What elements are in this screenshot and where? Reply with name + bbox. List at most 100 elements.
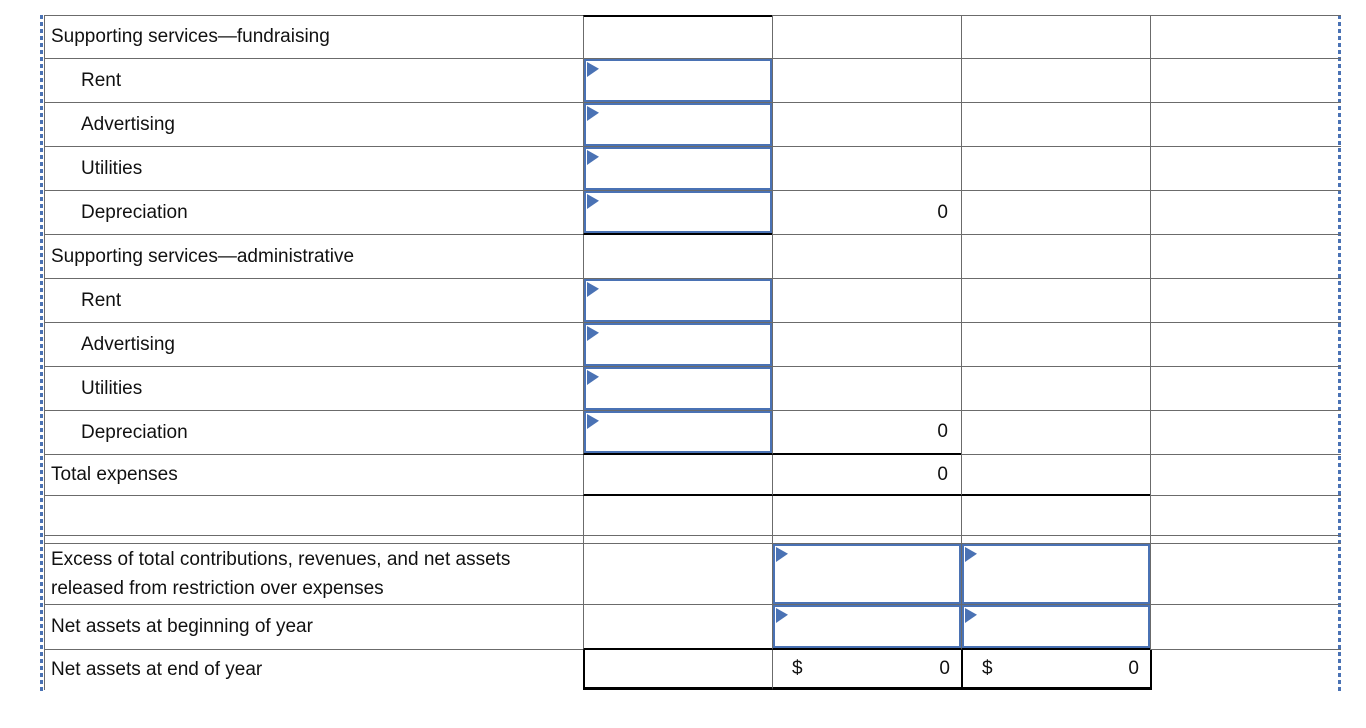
grid-cell — [772, 59, 961, 103]
grid-cell — [772, 496, 961, 536]
table-row: Net assets at beginning of year — [44, 605, 1341, 650]
statement-of-activities-table: Supporting services—fundraising Rent Adv… — [44, 15, 1341, 690]
currency-symbol: $ — [792, 657, 803, 679]
grid-cell — [961, 544, 1150, 605]
grid-cell — [1150, 367, 1341, 411]
total-value: 0 — [939, 657, 950, 679]
answer-input-cell-advertising-fundraising[interactable] — [584, 103, 772, 146]
table-row: Advertising — [44, 103, 1341, 147]
answer-input-cell-excess-col1[interactable] — [773, 544, 961, 604]
grid-cell — [583, 147, 772, 191]
table-row: Supporting services—administrative — [44, 235, 1341, 279]
grid-cell — [961, 235, 1150, 279]
total-cell: $ 0 — [961, 650, 1150, 690]
table-row: Total expenses 0 — [44, 455, 1341, 496]
dropdown-marker-icon — [587, 370, 599, 385]
row-label: Rent — [44, 59, 583, 103]
dropdown-marker-icon — [587, 194, 599, 209]
grid-cell — [1150, 496, 1341, 536]
grid-cell — [772, 235, 961, 279]
value-cell: 0 — [772, 191, 961, 235]
answer-input-cell-net-assets-beginning-col1[interactable] — [773, 605, 961, 648]
answer-input-cell-depreciation-fundraising[interactable] — [584, 191, 772, 233]
grid-cell — [772, 147, 961, 191]
grid-cell — [583, 496, 772, 536]
grid-cell — [583, 544, 772, 605]
grid-cell — [772, 367, 961, 411]
table-row: Utilities — [44, 147, 1341, 191]
dropdown-marker-icon — [587, 326, 599, 341]
grid-cell — [583, 650, 772, 690]
answer-input-cell-net-assets-beginning-col2[interactable] — [962, 605, 1150, 648]
grid-cell — [961, 367, 1150, 411]
value-cell: 0 — [772, 411, 961, 455]
grid-cell — [1150, 15, 1341, 59]
grid-cell — [772, 544, 961, 605]
table-row — [44, 496, 1341, 536]
grid-cell — [583, 279, 772, 323]
row-label: Total expenses — [44, 455, 583, 496]
grid-cell — [961, 496, 1150, 536]
row-label: Net assets at beginning of year — [44, 605, 583, 650]
grid-cell — [772, 323, 961, 367]
grid-cell — [583, 455, 772, 496]
grid-cell — [1150, 650, 1341, 690]
row-label: Net assets at end of year — [44, 650, 583, 690]
grid-cell — [772, 536, 961, 544]
grid-cell — [583, 235, 772, 279]
grid-cell — [1150, 323, 1341, 367]
page-break-right-dashed-line — [1338, 15, 1341, 691]
table-row: Rent — [44, 279, 1341, 323]
grid-cell — [583, 59, 772, 103]
grid-cell — [583, 15, 772, 59]
answer-input-cell-rent-fundraising[interactable] — [584, 59, 772, 102]
table-row: Excess of total contributions, revenues,… — [44, 544, 1341, 605]
grid-cell — [961, 536, 1150, 544]
answer-input-cell-excess-col2[interactable] — [962, 544, 1150, 604]
dropdown-marker-icon — [776, 608, 788, 623]
dropdown-marker-icon — [587, 62, 599, 77]
grid-cell — [961, 411, 1150, 455]
grid-cell — [583, 605, 772, 650]
grid-cell — [961, 455, 1150, 496]
total-value: 0 — [1128, 657, 1139, 679]
grid-cell — [772, 605, 961, 650]
table-row: Advertising — [44, 323, 1341, 367]
row-label: Advertising — [44, 323, 583, 367]
page-break-left-dashed-line — [40, 15, 43, 691]
grid-cell — [1150, 147, 1341, 191]
answer-input-cell-advertising-administrative[interactable] — [584, 323, 772, 366]
answer-input-cell-rent-administrative[interactable] — [584, 279, 772, 322]
dropdown-marker-icon — [587, 282, 599, 297]
grid-cell — [961, 15, 1150, 59]
grid-cell — [961, 147, 1150, 191]
grid-cell — [44, 536, 583, 544]
answer-input-cell-utilities-fundraising[interactable] — [584, 147, 772, 190]
grid-cell — [1150, 605, 1341, 650]
grid-cell — [961, 191, 1150, 235]
answer-input-cell-utilities-administrative[interactable] — [584, 367, 772, 410]
row-label: Supporting services—administrative — [44, 235, 583, 279]
grid-cell — [1150, 191, 1341, 235]
value-cell: 0 — [772, 455, 961, 496]
grid-cell — [1150, 544, 1341, 605]
table-row: Rent — [44, 59, 1341, 103]
grid-cell — [772, 15, 961, 59]
dropdown-marker-icon — [587, 150, 599, 165]
grid-cell — [583, 323, 772, 367]
grid-cell — [1150, 455, 1341, 496]
dropdown-marker-icon — [776, 547, 788, 562]
table-row: Net assets at end of year $ 0 $ 0 — [44, 650, 1341, 690]
grid-cell — [1150, 279, 1341, 323]
currency-symbol: $ — [982, 657, 993, 679]
section-gap-row — [44, 536, 1341, 544]
row-label: Utilities — [44, 147, 583, 191]
grid-cell — [583, 367, 772, 411]
grid-cell — [772, 103, 961, 147]
grid-cell — [583, 411, 772, 455]
answer-input-cell-depreciation-administrative[interactable] — [584, 411, 772, 453]
row-label: Advertising — [44, 103, 583, 147]
grid-cell — [583, 536, 772, 544]
row-label — [44, 496, 583, 536]
row-label: Supporting services—fundraising — [44, 15, 583, 59]
